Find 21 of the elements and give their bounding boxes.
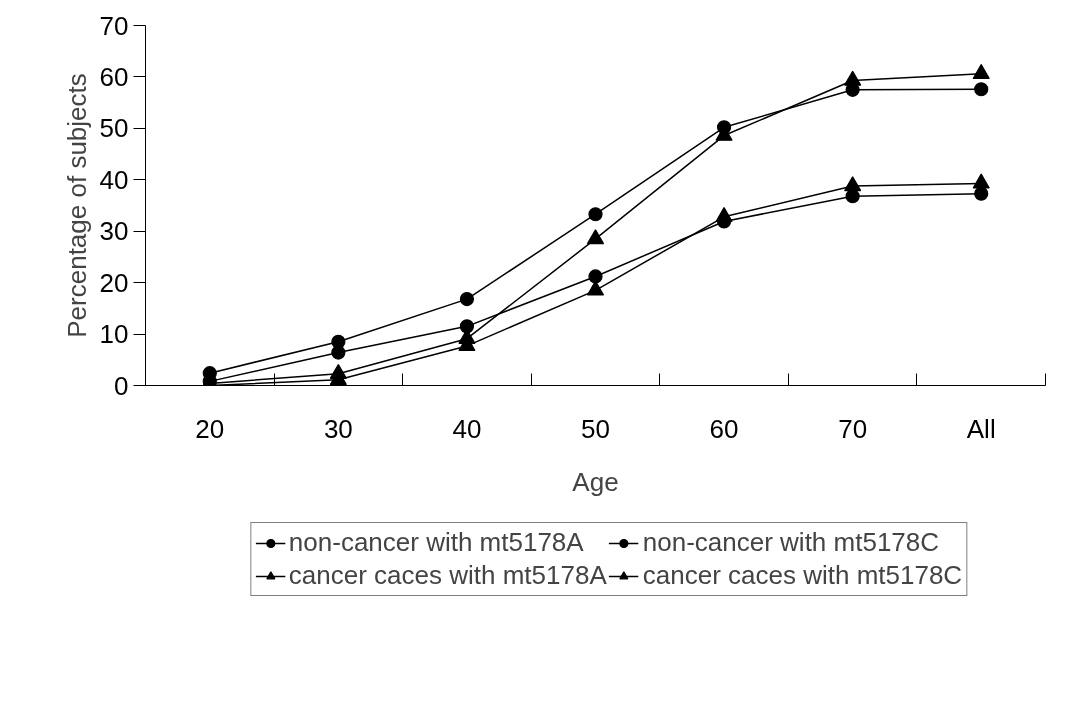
x-tick-label: 70 bbox=[838, 413, 868, 444]
y-axis-title: Percentage of subjects bbox=[61, 73, 92, 338]
legend-label: non-cancer with mt5178C bbox=[642, 527, 940, 558]
y-tick-label: 0 bbox=[114, 370, 129, 401]
x-tick-label: 60 bbox=[709, 413, 739, 444]
x-tick-label: 40 bbox=[452, 413, 482, 444]
y-tick-label: 50 bbox=[99, 113, 129, 144]
y-tick-label: 60 bbox=[99, 61, 129, 92]
x-tick-label: 30 bbox=[323, 413, 353, 444]
y-tick-label: 30 bbox=[99, 216, 129, 247]
x-tick-label: All bbox=[966, 413, 996, 444]
legend-label: cancer caces with mt5178C bbox=[642, 560, 963, 591]
y-tick-label: 20 bbox=[99, 267, 129, 298]
x-tick-label: 20 bbox=[195, 413, 225, 444]
y-tick-label: 70 bbox=[99, 10, 129, 41]
y-tick-label: 40 bbox=[99, 164, 129, 195]
x-axis-title: Age bbox=[572, 466, 619, 497]
y-tick-label: 10 bbox=[99, 319, 129, 350]
x-tick-label: 50 bbox=[581, 413, 610, 444]
legend-label: non-cancer with mt5178A bbox=[288, 527, 584, 558]
legend-label: cancer caces with mt5178A bbox=[288, 560, 607, 591]
